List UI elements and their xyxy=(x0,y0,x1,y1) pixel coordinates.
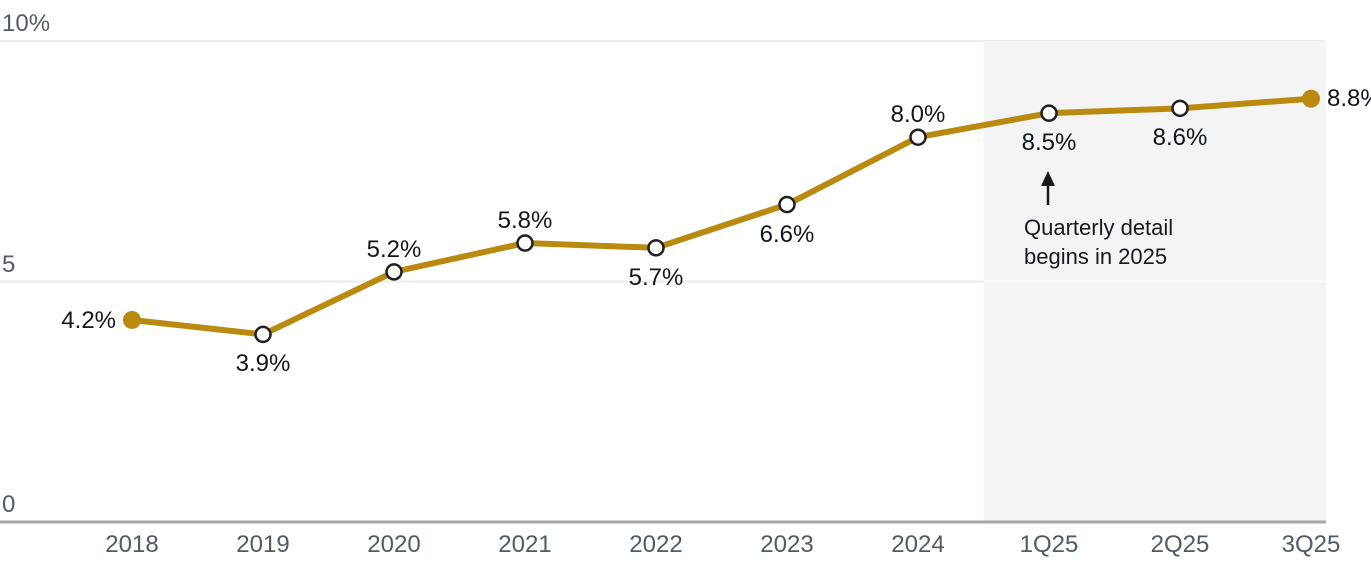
x-tick-label-2019: 2019 xyxy=(236,531,290,558)
data-point-marker-2020 xyxy=(385,263,403,281)
x-tick-label-3Q25: 3Q25 xyxy=(1281,531,1341,558)
data-label-2024: 8.0% xyxy=(890,101,946,129)
data-point-marker-2Q25 xyxy=(1171,99,1189,118)
annotation-line2: begins in 2025 xyxy=(1024,244,1168,269)
data-point-marker-2021 xyxy=(516,234,534,252)
annotation-arrow-head xyxy=(1041,171,1055,186)
data-label-2020: 5.2% xyxy=(366,236,422,264)
data-label-2019: 3.9% xyxy=(235,350,291,378)
y-tick-label-10: 10% xyxy=(2,10,51,37)
data-label-1Q25: 8.5% xyxy=(1021,129,1077,157)
annotation-quarterly-detail: Quarterly detail begins in 2025 xyxy=(1024,213,1173,271)
data-label-2022: 5.7% xyxy=(628,264,684,292)
data-label-2021: 5.8% xyxy=(497,207,553,235)
x-tick-label-2Q25: 2Q25 xyxy=(1150,531,1210,558)
x-tick-label-2023: 2023 xyxy=(760,531,814,558)
data-point-marker-2018 xyxy=(123,310,141,329)
data-label-3Q25: 8.8% xyxy=(1327,84,1371,112)
y-tick-label-5: 5 xyxy=(2,250,16,278)
data-point-marker-3Q25 xyxy=(1302,89,1320,108)
x-tick-label-2020: 2020 xyxy=(367,531,421,558)
data-label-2023: 6.6% xyxy=(759,220,815,248)
data-point-marker-2024 xyxy=(909,128,927,146)
data-point-marker-2022 xyxy=(647,239,665,257)
data-point-marker-1Q25 xyxy=(1040,104,1058,122)
trend-line xyxy=(129,95,1314,338)
annotation-line1: Quarterly detail xyxy=(1024,215,1174,240)
x-tick-label-1Q25: 1Q25 xyxy=(1019,531,1079,558)
x-tick-label-2021: 2021 xyxy=(498,531,552,558)
data-label-2018: 4.2% xyxy=(61,307,116,335)
x-tick-label-2022: 2022 xyxy=(629,531,683,558)
x-tick-label-2018: 2018 xyxy=(105,531,159,558)
data-point-marker-2023 xyxy=(778,195,796,214)
x-tick-label-2024: 2024 xyxy=(891,531,945,558)
data-label-2Q25: 8.6% xyxy=(1152,124,1208,152)
data-point-marker-2019 xyxy=(254,325,272,344)
y-tick-label-0: 0 xyxy=(2,491,16,518)
